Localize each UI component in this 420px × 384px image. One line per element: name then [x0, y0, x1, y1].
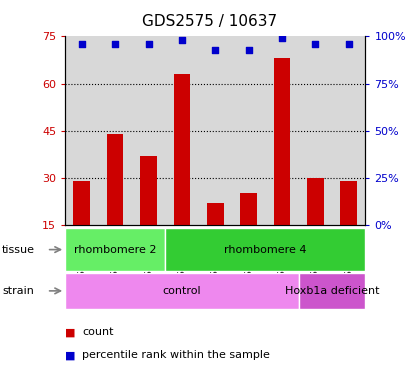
Point [178, 37, 185, 43]
Bar [274, 58, 290, 225]
Bar [107, 134, 123, 225]
Text: rhombomere 4: rhombomere 4 [224, 245, 307, 255]
Bar [173, 74, 190, 225]
Point [345, 41, 352, 47]
Text: count: count [82, 327, 113, 337]
Point [112, 41, 118, 47]
Point [245, 46, 252, 53]
Bar [240, 193, 257, 225]
Point [145, 41, 152, 47]
Text: ■: ■ [65, 327, 76, 337]
Text: tissue: tissue [2, 245, 35, 255]
Text: ■: ■ [65, 350, 76, 360]
Bar [207, 203, 223, 225]
Text: strain: strain [2, 286, 34, 296]
Bar [299, 273, 365, 309]
Bar [165, 228, 365, 271]
Bar [65, 228, 165, 271]
Text: percentile rank within the sample: percentile rank within the sample [82, 350, 270, 360]
Text: control: control [163, 286, 201, 296]
Bar [140, 156, 157, 225]
Bar [340, 181, 357, 225]
Bar [307, 178, 324, 225]
Text: rhombomere 2: rhombomere 2 [74, 245, 156, 255]
Point [312, 41, 319, 47]
Bar [74, 181, 90, 225]
Point [278, 35, 285, 41]
Point [212, 46, 218, 53]
Point [79, 41, 85, 47]
Bar [65, 273, 299, 309]
Text: GDS2575 / 10637: GDS2575 / 10637 [142, 13, 278, 29]
Text: Hoxb1a deficient: Hoxb1a deficient [285, 286, 379, 296]
